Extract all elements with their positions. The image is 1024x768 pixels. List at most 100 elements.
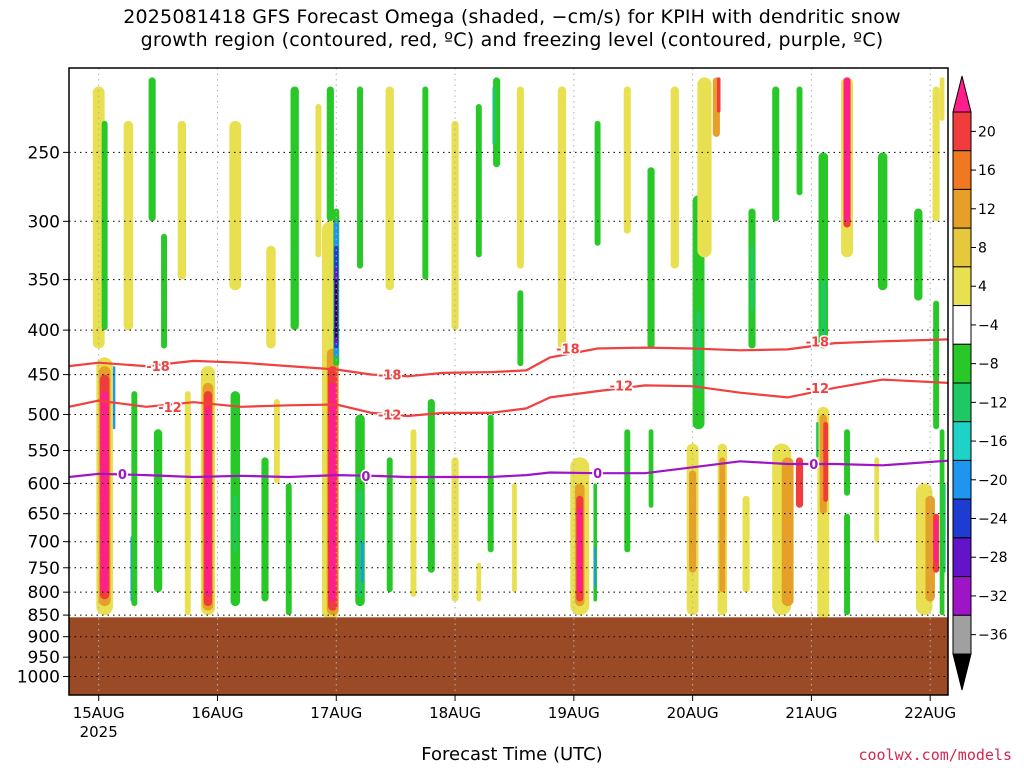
omega-cell-107 [934,519,938,563]
omega-cell-4 [161,233,167,349]
omega-cell-61 [285,483,292,616]
omega-cell-100 [816,421,819,458]
x-axis: 15AUG 16AUG 17AUG 18AUG 19AUG 20AUG 21AUG 22AUG… [73,695,956,741]
omega-cell-42 [933,300,940,430]
colorbar-label-13: −36 [978,628,1008,644]
omega-cell-5 [177,120,187,280]
colorbar-top-arrow [952,75,972,113]
omega-cell-39 [877,152,888,291]
omega-cell-87 [624,429,631,553]
colorbar-seg-5 [952,266,972,307]
contour-label-11: 0 [809,458,818,473]
contour-label-0: -18 [146,360,170,375]
colorbar-seg-8 [952,382,972,423]
omega-cell-31 [750,245,754,311]
omega-cell-76 [427,399,435,573]
y-tick-label-800: 800 [28,583,60,603]
omega-cell-58 [233,495,238,553]
y-tick-label-300: 300 [28,212,60,232]
colorbar-seg-7 [952,343,972,384]
colorbar-label-11: −28 [978,550,1008,566]
omega-cell-99 [823,421,829,502]
contour-0 [69,338,948,378]
omega-cell-78 [487,414,494,553]
omega-cell-73 [361,541,364,583]
omega-cell-105 [925,495,935,602]
contour-label-8: 0 [593,467,602,482]
omega-cell-80 [512,483,517,593]
y-tick-label-250: 250 [28,143,60,163]
omega-cell-26 [696,310,701,392]
colorbar-label-5: −4 [978,318,999,334]
omega-cell-20 [557,86,567,349]
omega-cell-35 [820,279,826,340]
omega-cell-74 [386,457,393,593]
omega-cell-95 [781,457,794,607]
omega-cell-3 [148,77,156,222]
x-tick-label-18AUG: 18AUG [429,704,481,722]
y-tick-label-350: 350 [28,271,60,291]
omega-cell-2 [101,120,108,331]
y-tick-label-650: 650 [28,505,60,525]
contour-label-6: -18 [556,343,580,358]
chart-title: 2025081418 GFS Forecast Omega (shaded, −… [0,6,1024,52]
omega-cell-77 [451,457,459,602]
colorbar-label-4: 4 [978,279,987,295]
omega-cell-14 [451,120,459,331]
colorbar-seg-3 [952,188,972,229]
colorbar-seg-14 [952,614,972,655]
x-tick-label-19AUG: 19AUG [548,704,600,722]
omega-cell-13 [422,86,429,280]
omega-cell-29 [716,77,721,113]
colorbar-label-12: −32 [978,589,1008,605]
omega-cell-56 [205,406,211,597]
site-credit: coolwx.com/models [858,746,1012,764]
contour-label-7: -12 [610,379,634,394]
omega-cell-59 [261,457,269,602]
omega-cell-88 [648,429,654,508]
colorbar-seg-10 [952,459,972,500]
x-tick-label-20AUG: 20AUG [667,704,719,722]
omega-cell-52 [184,391,191,616]
omega-cell-15 [475,104,482,258]
colorbar-seg-12 [952,537,972,578]
omega-cell-75 [410,429,417,597]
y-axis: 2503003504004505005506006507007508008509… [17,143,69,688]
x-year-label: 2025 [80,723,118,741]
x-axis-title: Forecast Time (UTC) [421,744,603,765]
contour-label-10: -12 [806,382,830,397]
omega-cell-33 [796,86,803,196]
plot-frame [68,67,949,696]
colorbar-label-8: −16 [978,434,1008,450]
omega-cell-32 [772,86,780,222]
omega-cell-21 [594,120,601,246]
omega-cell-24 [670,86,679,269]
omega-cell-47 [101,391,109,593]
omega-cell-90 [689,470,697,573]
omega-cell-48 [112,366,116,430]
colorbar-seg-4 [952,227,972,268]
omega-cell-8 [290,86,299,331]
colorbar-label-10: −24 [978,512,1008,528]
colorbar-seg-2 [952,150,972,190]
y-tick-label-400: 400 [28,321,60,341]
omega-cell-10 [315,104,322,258]
omega-cell-60 [273,399,280,484]
omega-cell-102 [844,513,851,616]
contour-1 [69,378,948,418]
colorbar: 20 16 12 8 4 −4 −8 −12 −16 −20 −24 −28 −32 −36 [952,75,1008,691]
omega-cell-27 [697,77,712,258]
contour-label-2: 0 [118,468,127,483]
omega-cell-43 [939,77,945,121]
y-tick-label-850: 850 [28,606,60,626]
y-tick-label-900: 900 [28,628,60,648]
y-tick-label-500: 500 [28,405,60,425]
title-line-1: 2025081418 GFS Forecast Omega (shaded, −… [123,6,901,28]
contour-label-5: 0 [361,470,370,485]
contour-label-3: -18 [378,369,402,384]
omega-cell-12 [385,86,394,291]
omega-cell-22 [623,86,631,234]
y-tick-label-1000: 1000 [17,668,60,688]
omega-cell-84 [577,507,583,593]
